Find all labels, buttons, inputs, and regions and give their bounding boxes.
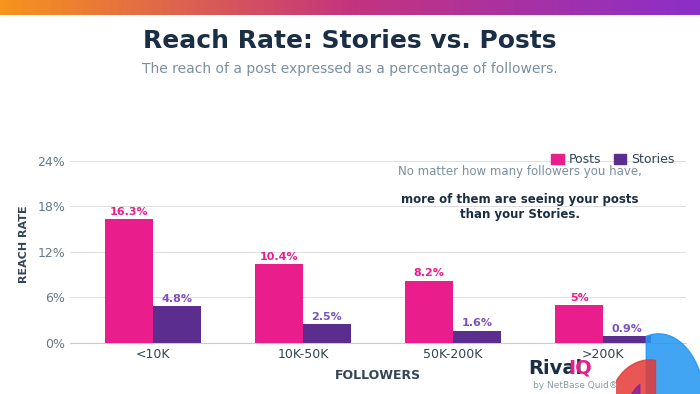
- X-axis label: FOLLOWERS: FOLLOWERS: [335, 369, 421, 382]
- Bar: [303, 324, 351, 343]
- Bar: [104, 219, 153, 343]
- Text: by NetBase Quid®: by NetBase Quid®: [533, 381, 618, 390]
- Text: 4.8%: 4.8%: [161, 294, 192, 304]
- Bar: [453, 331, 501, 343]
- Text: The reach of a post expressed as a percentage of followers.: The reach of a post expressed as a perce…: [142, 62, 558, 76]
- Y-axis label: REACH RATE: REACH RATE: [19, 205, 29, 283]
- Text: 1.6%: 1.6%: [462, 318, 493, 328]
- Text: 5%: 5%: [570, 293, 589, 303]
- Text: Reach Rate: Stories vs. Posts: Reach Rate: Stories vs. Posts: [144, 30, 556, 53]
- Bar: [555, 305, 603, 343]
- Text: more of them are seeing your posts
than your Stories.: more of them are seeing your posts than …: [401, 193, 638, 221]
- Text: 8.2%: 8.2%: [414, 268, 444, 279]
- Bar: [405, 281, 453, 343]
- Text: 10.4%: 10.4%: [260, 252, 298, 262]
- Legend: Posts, Stories: Posts, Stories: [547, 148, 680, 171]
- Text: 2.5%: 2.5%: [312, 312, 342, 322]
- Text: Rival: Rival: [528, 359, 582, 378]
- Bar: [153, 307, 201, 343]
- Bar: [603, 336, 652, 343]
- Text: No matter how many followers you have,: No matter how many followers you have,: [398, 165, 642, 178]
- Bar: [255, 264, 303, 343]
- Text: 0.9%: 0.9%: [612, 324, 643, 334]
- Text: 16.3%: 16.3%: [109, 207, 148, 217]
- Text: IQ: IQ: [568, 359, 592, 378]
